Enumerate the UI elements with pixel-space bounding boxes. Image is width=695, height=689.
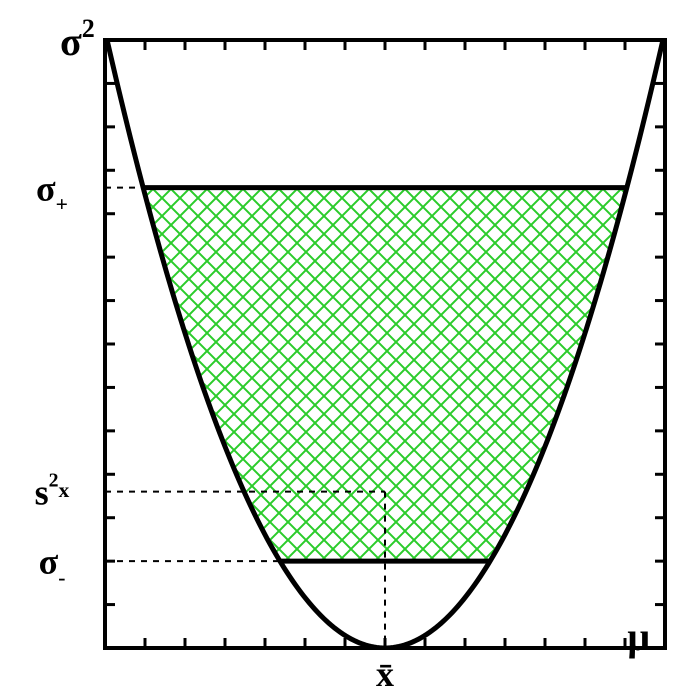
x-axis-title: μ: [627, 614, 650, 659]
x-tick-label: x̄: [376, 654, 394, 689]
y-axis-title: σ2: [60, 14, 95, 64]
y-tick-label: s2x: [35, 469, 70, 512]
y-tick-label: σ+: [36, 168, 68, 216]
parabola-chart: σ2 μ σ+ s2x σ-x̄: [0, 0, 695, 689]
y-tick-label: σ-: [39, 542, 66, 590]
